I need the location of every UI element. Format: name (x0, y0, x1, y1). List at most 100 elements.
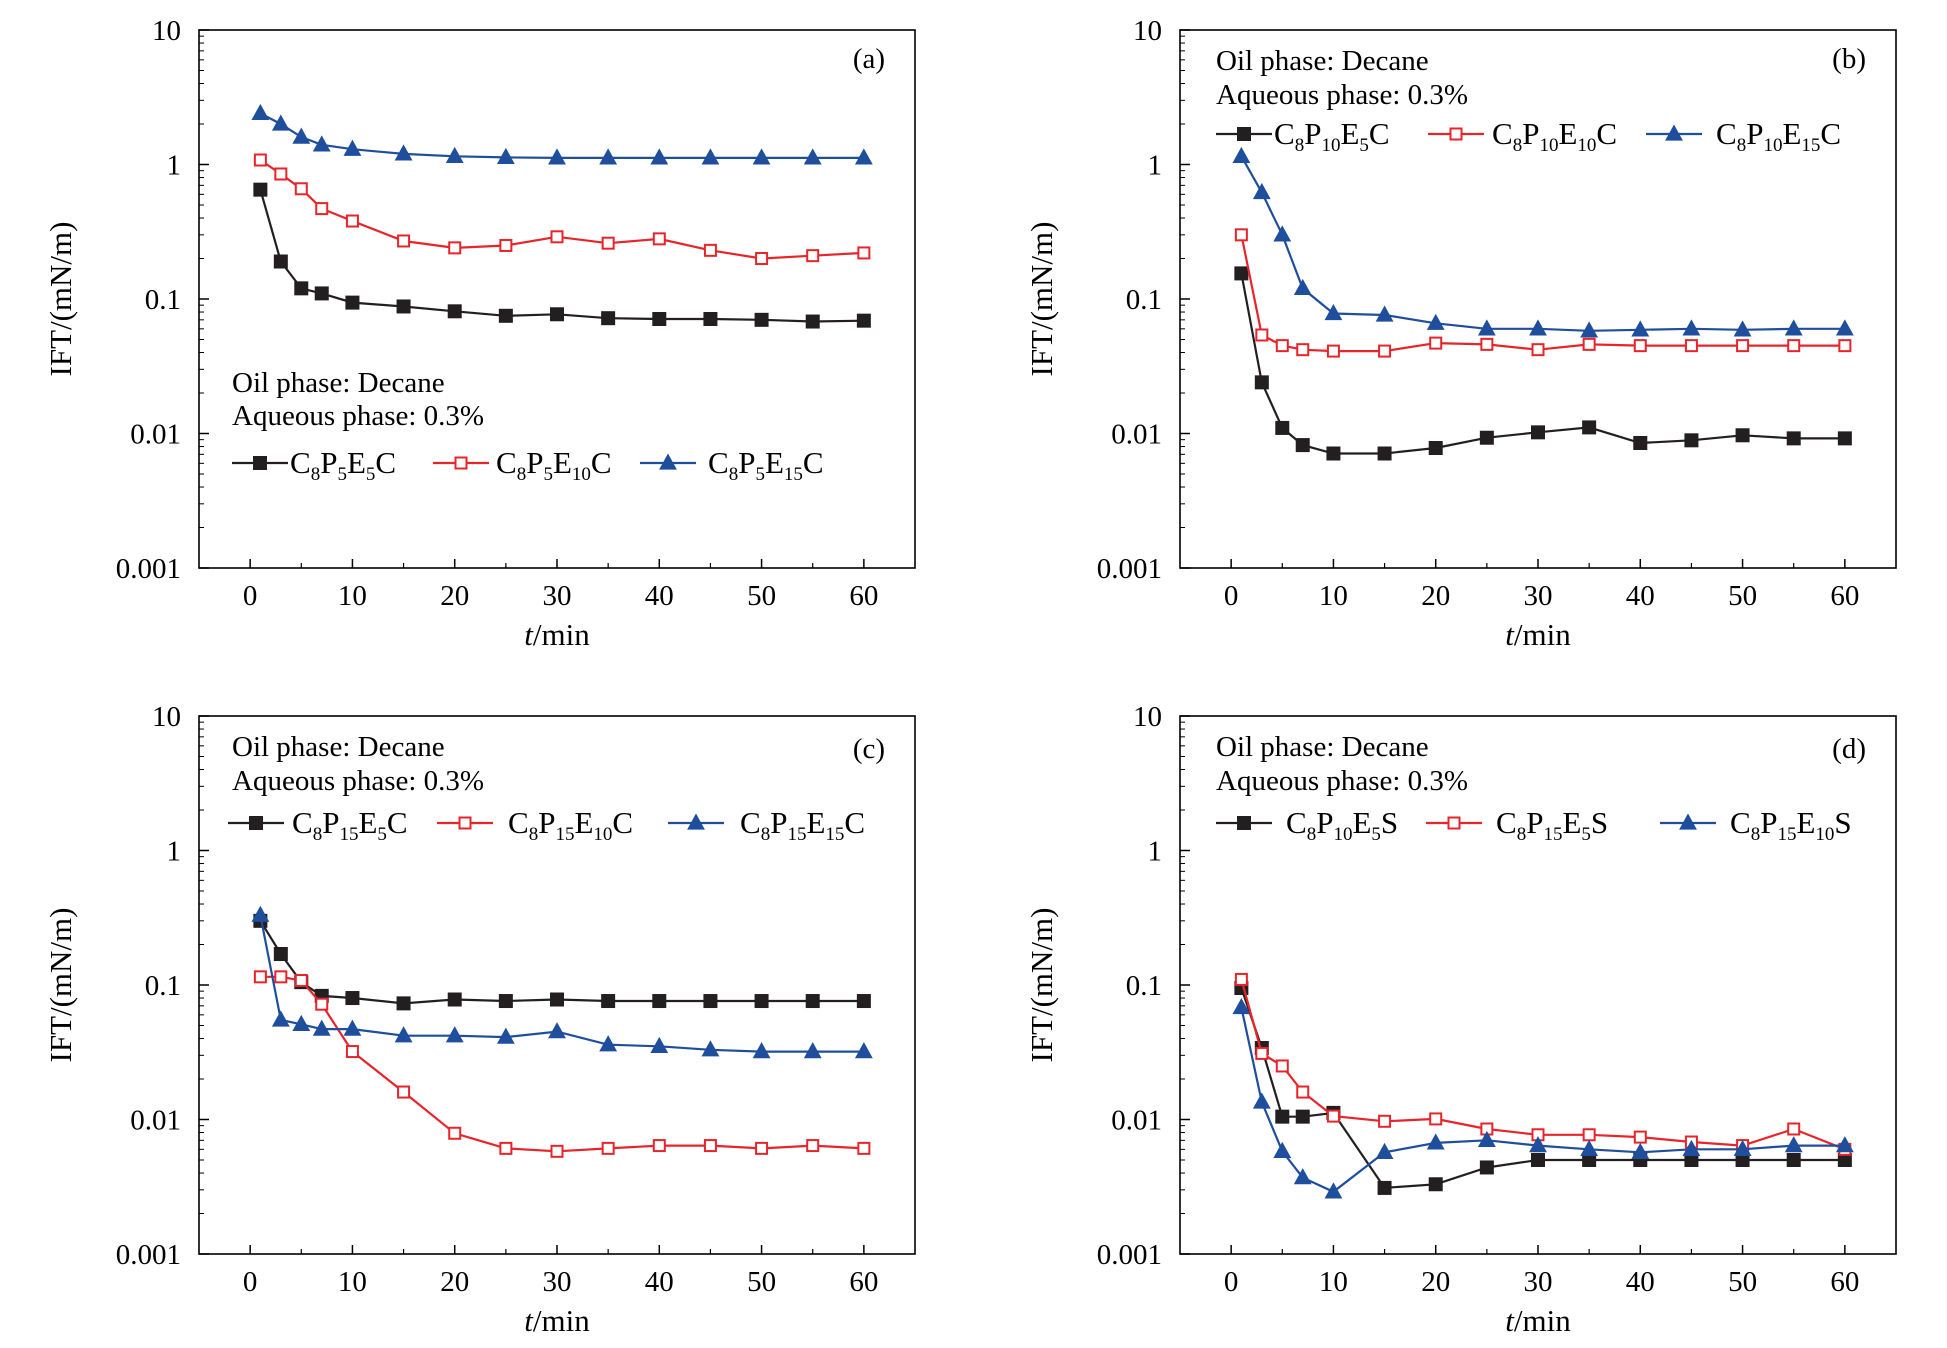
data-point (274, 970, 288, 984)
legend-label: C8P10E5S (1286, 805, 1398, 845)
data-point (499, 1141, 513, 1155)
x-tick-label: 40 (645, 1266, 674, 1298)
data-point (1784, 1136, 1803, 1153)
data-point (550, 307, 564, 322)
y-tick-label: 0.01 (1111, 419, 1162, 451)
data-point (294, 974, 308, 988)
data-point (701, 1040, 720, 1057)
data-point (599, 148, 618, 165)
y-tick-label: 1 (1148, 150, 1163, 182)
data-point (292, 1014, 311, 1031)
data-point (253, 153, 267, 167)
legend-label: C8P15E10C (508, 805, 633, 845)
series-C8P5E5C (253, 182, 871, 329)
x-tick-label: 30 (543, 580, 572, 612)
data-point (1633, 435, 1648, 450)
data-point (1784, 319, 1803, 336)
data-point (345, 295, 360, 310)
y-tick-label: 0.001 (116, 553, 181, 585)
data-point (601, 994, 616, 1009)
x-tick-label: 40 (1626, 1266, 1655, 1298)
series-C8P10E15C (1232, 146, 1854, 338)
data-point (448, 1126, 462, 1140)
data-point (1682, 1139, 1701, 1156)
data-point (1426, 1133, 1445, 1150)
data-point (1529, 319, 1547, 336)
x-tick-label: 50 (1728, 580, 1757, 612)
data-point (1786, 431, 1801, 446)
data-point (1631, 1142, 1650, 1159)
y-axis-title: IFT/(mN/m) (43, 222, 78, 377)
data-point (1252, 1092, 1271, 1109)
data-point (1631, 320, 1650, 337)
data-point (1275, 1059, 1289, 1073)
data-point (1479, 430, 1494, 445)
x-tick-label: 60 (849, 580, 878, 612)
legend-item: C8P10E5S (1216, 805, 1398, 845)
y-tick-label: 0.1 (145, 284, 181, 316)
series-line (1240, 979, 1846, 1151)
data-point (253, 456, 267, 470)
data-point (703, 243, 717, 257)
data-point (703, 994, 718, 1009)
data-point (498, 994, 513, 1009)
data-point (448, 241, 462, 255)
data-point (454, 456, 468, 470)
y-tick-label: 0.001 (1097, 553, 1162, 585)
data-point (1633, 1130, 1647, 1144)
x-axis-title: t/min (524, 1303, 590, 1338)
data-point (650, 1036, 669, 1053)
x-tick-label: 50 (747, 580, 776, 612)
data-point (601, 1141, 615, 1155)
chart-panel: 0 10 20 30 40 50 60 0.001 0.01 0.1 1 10 t/min IFT/(mN… (1024, 15, 1897, 652)
data-point (1580, 321, 1599, 338)
data-point (312, 135, 331, 152)
data-point (274, 167, 288, 181)
data-point (755, 1141, 769, 1155)
legend-item: C8P15E10C (437, 805, 633, 845)
data-point (1428, 1177, 1443, 1192)
legend-label: C8P5E15C (708, 445, 824, 485)
data-point (854, 1042, 873, 1059)
x-axis-title: t/min (524, 617, 590, 652)
data-point (1293, 278, 1312, 295)
data-point (550, 992, 564, 1007)
annotation-text: Oil phase: Decane (232, 367, 445, 399)
y-tick-label: 0.1 (145, 970, 181, 1002)
data-point (1275, 420, 1290, 435)
series-C8P5E15C (251, 103, 873, 165)
panel-label: (c) (853, 733, 885, 765)
data-point (652, 232, 666, 246)
panel-label: (b) (1832, 43, 1866, 75)
data-point (805, 314, 820, 329)
annotation-text: Aqueous phase: 0.3% (232, 400, 484, 432)
data-point (1582, 1128, 1596, 1142)
x-tick-label: 10 (1319, 1266, 1348, 1298)
data-point (271, 114, 290, 131)
data-point (499, 238, 513, 252)
series-C8P15E10S (1232, 998, 1854, 1199)
data-point (1480, 337, 1494, 351)
legend-label: C8P10E5C (1274, 116, 1390, 156)
data-point (1582, 337, 1596, 351)
data-point (1682, 319, 1701, 336)
data-point (1736, 339, 1750, 353)
data-point (1531, 343, 1545, 357)
data-point (1479, 1160, 1494, 1175)
legend-label: C8P15E15C (740, 805, 865, 845)
x-axis-title: t/min (1505, 617, 1571, 652)
legend-item: C8P10E5C (1216, 116, 1390, 156)
data-point (445, 1026, 464, 1043)
data-point (1837, 431, 1852, 446)
data-point (1255, 328, 1269, 342)
y-tick-label: 10 (1133, 15, 1162, 47)
data-point (1237, 127, 1251, 141)
x-tick-label: 30 (1524, 580, 1553, 612)
x-tick-label: 60 (849, 1266, 878, 1298)
annotation-text: Oil phase: Decane (1216, 731, 1429, 763)
data-point (1232, 998, 1251, 1015)
data-point (1735, 428, 1750, 443)
data-point (1377, 446, 1392, 461)
x-tick-label: 30 (1524, 1266, 1553, 1298)
